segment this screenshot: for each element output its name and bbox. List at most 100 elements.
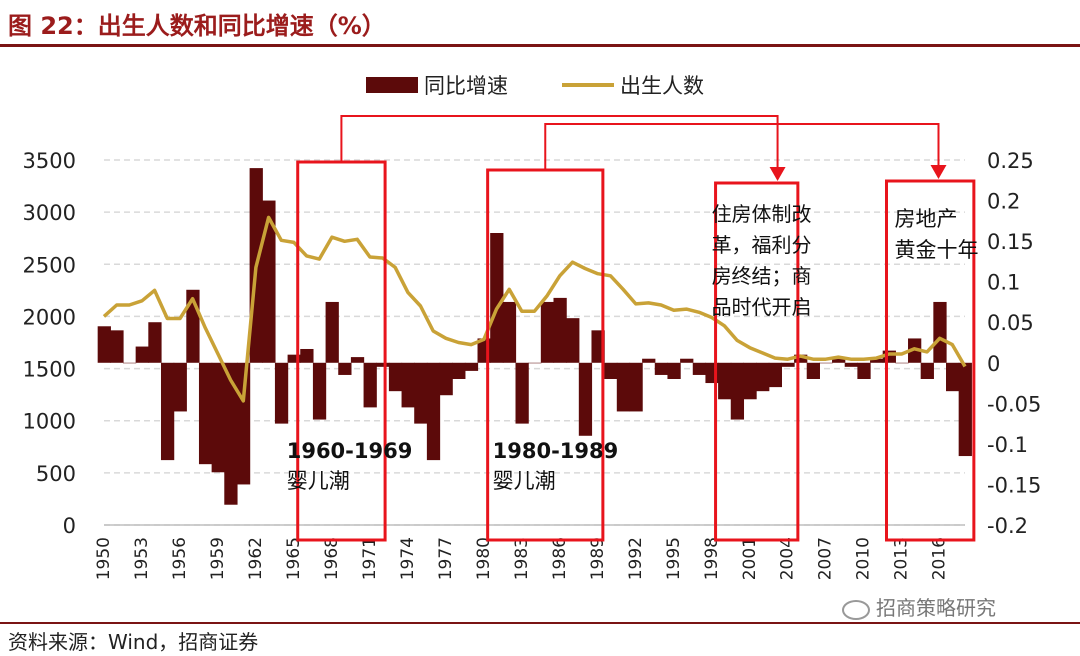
growth-bar — [363, 362, 377, 408]
x-tick-label: 2016 — [930, 537, 950, 580]
left-tick-label: 2500 — [23, 253, 76, 277]
growth-bar — [743, 362, 757, 400]
growth-bar — [262, 200, 276, 363]
growth-bar — [806, 362, 820, 379]
left-tick-label: 1500 — [23, 358, 76, 382]
arrow-head — [769, 167, 786, 181]
arrow-connector — [544, 123, 940, 170]
growth-bar — [490, 233, 504, 363]
annotation-subtitle: 婴儿潮 — [493, 469, 556, 493]
births-line — [102, 215, 967, 403]
growth-bar — [832, 358, 846, 363]
x-tick-label: 1965 — [284, 537, 304, 580]
growth-bar — [946, 362, 960, 392]
right-tick-label: -0.2 — [987, 514, 1028, 538]
growth-bar — [654, 362, 669, 375]
right-tick-label: -0.15 — [987, 473, 1041, 497]
annotation-text: 住房体制改 — [712, 202, 812, 226]
x-tick-label: 1962 — [246, 537, 266, 580]
births-line-path — [102, 215, 967, 403]
source-divider — [0, 622, 1080, 624]
x-tick-label: 2004 — [778, 537, 798, 580]
x-tick-label: 1977 — [436, 537, 456, 580]
growth-bar — [312, 362, 327, 420]
growth-bar — [553, 297, 567, 363]
growth-bar — [870, 358, 884, 363]
growth-bar — [629, 362, 643, 412]
growth-bar — [110, 330, 124, 363]
growth-bar — [160, 362, 175, 461]
annotation-title: 1960-1969 — [287, 439, 413, 463]
growth-bar — [540, 301, 555, 363]
x-tick-label: 1953 — [132, 537, 152, 580]
growth-bar — [730, 362, 745, 420]
x-tick-label: 1995 — [664, 537, 684, 580]
growth-bar — [604, 362, 618, 379]
growth-bar — [274, 362, 289, 424]
growth-bar — [642, 358, 656, 363]
growth-bar — [224, 362, 238, 505]
title-divider — [0, 44, 1080, 47]
growth-bar — [464, 362, 479, 371]
growth-bar — [338, 362, 352, 375]
growth-bar — [857, 362, 871, 379]
watermark-text: 招商策略研究 — [876, 596, 996, 620]
growth-bar — [920, 362, 934, 379]
annotation-text: 黄金十年 — [894, 238, 978, 262]
growth-bar — [819, 362, 833, 364]
growth-bar — [895, 362, 909, 364]
x-tick-label: 1959 — [208, 537, 228, 580]
x-tick-label: 1989 — [588, 537, 608, 580]
highlight-box — [714, 181, 800, 542]
right-tick-label: 0.1 — [987, 271, 1020, 295]
chart-title: 图 22：出生人数和同比增速（%） — [8, 12, 386, 40]
growth-bar — [528, 362, 542, 364]
growth-bar — [376, 362, 390, 367]
right-tick-label: 0.25 — [987, 149, 1034, 173]
right-axis-ticks: -0.2 -0.15 -0.1 -0.05 0 0.05 0.1 0.15 0.2 0.25 — [987, 149, 1041, 538]
left-tick-label: 0 — [63, 514, 76, 538]
right-tick-label: 0.05 — [987, 311, 1034, 335]
left-tick-label: 3500 — [23, 149, 76, 173]
growth-bar — [566, 318, 580, 363]
annotation-title: 1980-1989 — [493, 439, 619, 463]
growth-bar — [287, 354, 301, 363]
growth-bar — [97, 326, 111, 363]
right-tick-label: 0 — [987, 352, 1000, 376]
legend-line-label: 出生人数 — [620, 74, 704, 98]
growth-bar — [300, 348, 314, 363]
growth-bar — [198, 362, 213, 465]
growth-bar — [515, 362, 529, 424]
right-tick-label: 0.2 — [987, 190, 1020, 214]
annotation-text: 品时代开启 — [712, 295, 812, 319]
x-tick-label: 1998 — [702, 537, 722, 580]
right-tick-label: -0.1 — [987, 433, 1028, 457]
growth-bar — [680, 358, 694, 363]
arrow-head — [930, 165, 947, 179]
growth-bar — [211, 362, 225, 473]
x-tick-label: 2007 — [816, 537, 836, 580]
x-tick-label: 1974 — [398, 537, 418, 580]
x-tick-label: 1986 — [550, 537, 570, 580]
growth-bars — [97, 168, 972, 505]
arrow-connector — [340, 115, 779, 168]
x-tick-label: 1956 — [170, 537, 190, 580]
annotations: 1960-1969 婴儿潮 1980-1989 婴儿潮 住房体制改革，福利分房终结；商品… — [287, 115, 978, 542]
source-note: 资料来源：Wind，招商证券 — [8, 630, 259, 654]
x-axis-ticks: 1950 1953 1956 1959 1962 1965 1968 1971 1974 1977… — [94, 524, 965, 580]
growth-bar — [756, 362, 770, 392]
left-tick-label: 3000 — [23, 201, 76, 225]
right-tick-label: 0.15 — [987, 230, 1034, 254]
growth-bar — [452, 362, 466, 379]
wechat-icon — [842, 599, 870, 620]
growth-bar — [768, 362, 783, 388]
annotation-subtitle: 婴儿潮 — [287, 469, 350, 493]
x-tick-label: 1950 — [94, 537, 114, 580]
growth-bar — [578, 362, 593, 436]
highlight-box — [884, 179, 976, 542]
growth-bar — [794, 354, 808, 363]
growth-bar — [439, 362, 453, 396]
x-tick-label: 1968 — [322, 537, 342, 580]
x-tick-label: 1983 — [512, 537, 532, 580]
